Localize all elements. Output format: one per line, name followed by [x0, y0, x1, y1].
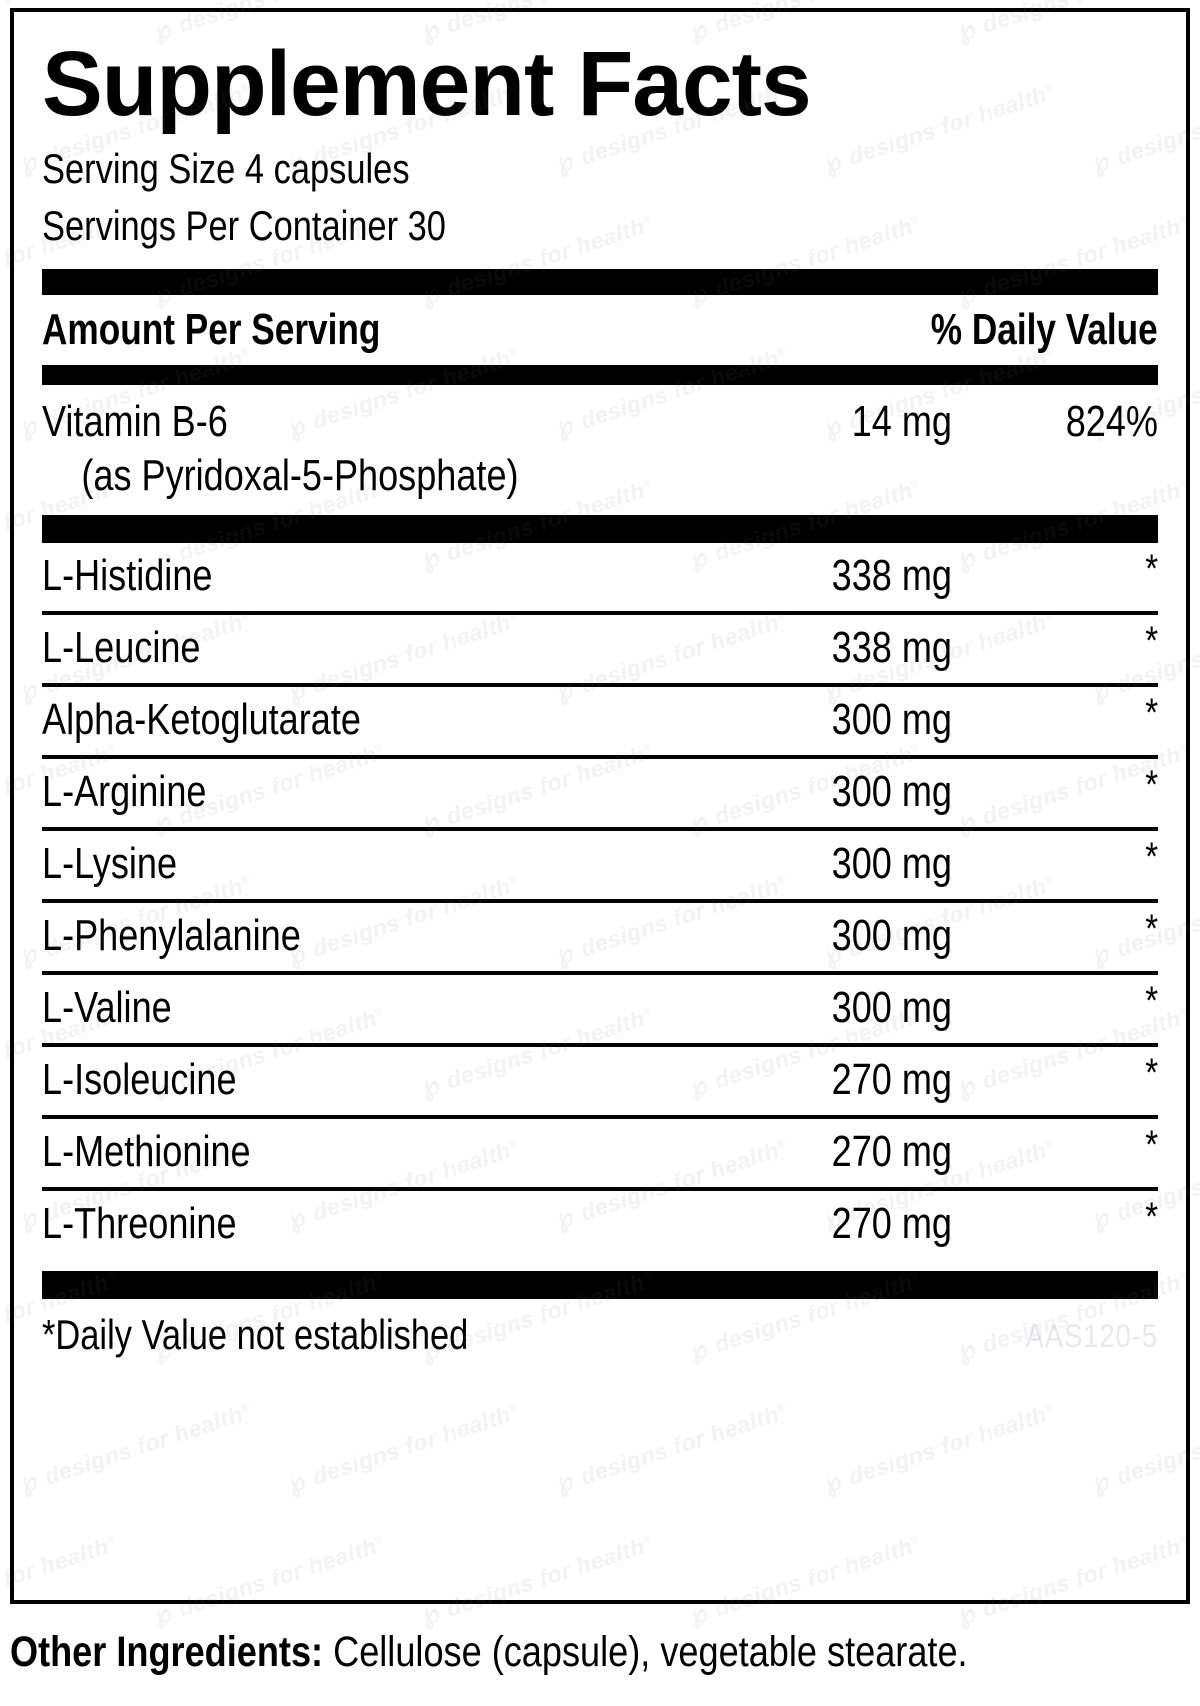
- vitamin-source: (as Pyridoxal-5-Phosphate): [81, 451, 519, 501]
- ingredient-amount: 300 mg: [831, 911, 952, 961]
- table-row: L-Leucine 338 mg *: [42, 615, 1158, 688]
- ingredient-amount: 270 mg: [831, 1199, 952, 1249]
- ingredient-daily-value: *: [1145, 979, 1158, 1024]
- ingredient-amount: 300 mg: [831, 767, 952, 817]
- ingredient-daily-value: *: [1145, 547, 1158, 592]
- ingredient-daily-value: *: [1145, 691, 1158, 736]
- ingredient-name: L-Lysine: [42, 839, 178, 889]
- ingredient-amount: 338 mg: [831, 551, 952, 601]
- amount-per-serving-header: Amount Per Serving: [42, 305, 381, 355]
- vitamin-daily-value: 824%: [1065, 397, 1158, 447]
- ingredient-daily-value: *: [1145, 835, 1158, 880]
- ingredient-amount: 338 mg: [831, 623, 952, 673]
- ingredient-daily-value: *: [1145, 1123, 1158, 1168]
- other-ingredients-label: Other Ingredients:: [10, 1628, 324, 1676]
- ingredient-name: L-Histidine: [42, 551, 213, 601]
- table-row: L-Arginine 300 mg *: [42, 759, 1158, 832]
- ingredient-name: L-Methionine: [42, 1127, 251, 1177]
- daily-value-footnote: *Daily Value not established: [42, 1311, 469, 1359]
- vitamin-row: Vitamin B-6 14 mg 824%: [42, 397, 1158, 447]
- table-row: L-Valine 300 mg *: [42, 975, 1158, 1048]
- product-code: AAS120-5: [1025, 1318, 1158, 1355]
- ingredient-amount: 300 mg: [831, 695, 952, 745]
- ingredient-amount: 270 mg: [831, 1127, 952, 1177]
- table-row: L-Phenylalanine 300 mg *: [42, 903, 1158, 976]
- ingredient-daily-value: *: [1145, 619, 1158, 664]
- other-ingredients-value: Cellulose (capsule), vegetable stearate.: [333, 1628, 968, 1676]
- ingredient-daily-value: *: [1145, 1195, 1158, 1240]
- ingredient-daily-value: *: [1145, 1051, 1158, 1096]
- table-row: L-Methionine 270 mg *: [42, 1119, 1158, 1192]
- divider-thick-under-header: [42, 365, 1158, 386]
- ingredient-list: L-Histidine 338 mg * L-Leucine 338 mg * Alpha-…: [42, 543, 1158, 1263]
- divider-footer-band: [42, 1271, 1158, 1300]
- table-row: Alpha-Ketoglutarate 300 mg *: [42, 687, 1158, 760]
- column-header-row: Amount Per Serving % Daily Value: [42, 295, 1158, 365]
- ingredient-name: L-Leucine: [42, 623, 201, 673]
- ingredient-name: L-Valine: [42, 983, 172, 1033]
- vitamin-block: Vitamin B-6 14 mg 824% (as Pyridoxal-5-P…: [42, 385, 1158, 501]
- ingredient-name: L-Isoleucine: [42, 1055, 237, 1105]
- divider-thick-top: [42, 269, 1158, 296]
- ingredient-name: L-Phenylalanine: [42, 911, 301, 961]
- ingredient-daily-value: *: [1145, 763, 1158, 808]
- table-row: L-Threonine 270 mg *: [42, 1191, 1158, 1263]
- table-row: L-Histidine 338 mg *: [42, 543, 1158, 616]
- supplement-facts-panel: Supplement Facts Serving Size 4 capsules…: [10, 8, 1190, 1604]
- ingredient-amount: 300 mg: [831, 839, 952, 889]
- servings-per-container-text: Servings Per Container 30: [42, 201, 446, 249]
- ingredient-name: L-Threonine: [42, 1199, 237, 1249]
- ingredient-amount: 300 mg: [831, 983, 952, 1033]
- ingredient-daily-value: *: [1145, 907, 1158, 952]
- serving-size-text: Serving Size 4 capsules: [42, 145, 410, 192]
- ingredient-name: L-Arginine: [42, 767, 207, 817]
- percent-daily-value-header: % Daily Value: [931, 305, 1158, 355]
- footnote-row: *Daily Value not established AAS120-5: [42, 1299, 1158, 1359]
- vitamin-amount: 14 mg: [851, 397, 952, 447]
- divider-black-band: [42, 515, 1158, 544]
- ingredient-name: Alpha-Ketoglutarate: [42, 695, 361, 745]
- other-ingredients-line: Other Ingredients: Cellulose (capsule), …: [10, 1628, 1001, 1677]
- page-title: Supplement Facts: [42, 33, 812, 135]
- table-row: L-Lysine 300 mg *: [42, 831, 1158, 904]
- vitamin-name: Vitamin B-6: [42, 397, 228, 447]
- ingredient-amount: 270 mg: [831, 1055, 952, 1105]
- table-row: L-Isoleucine 270 mg *: [42, 1047, 1158, 1120]
